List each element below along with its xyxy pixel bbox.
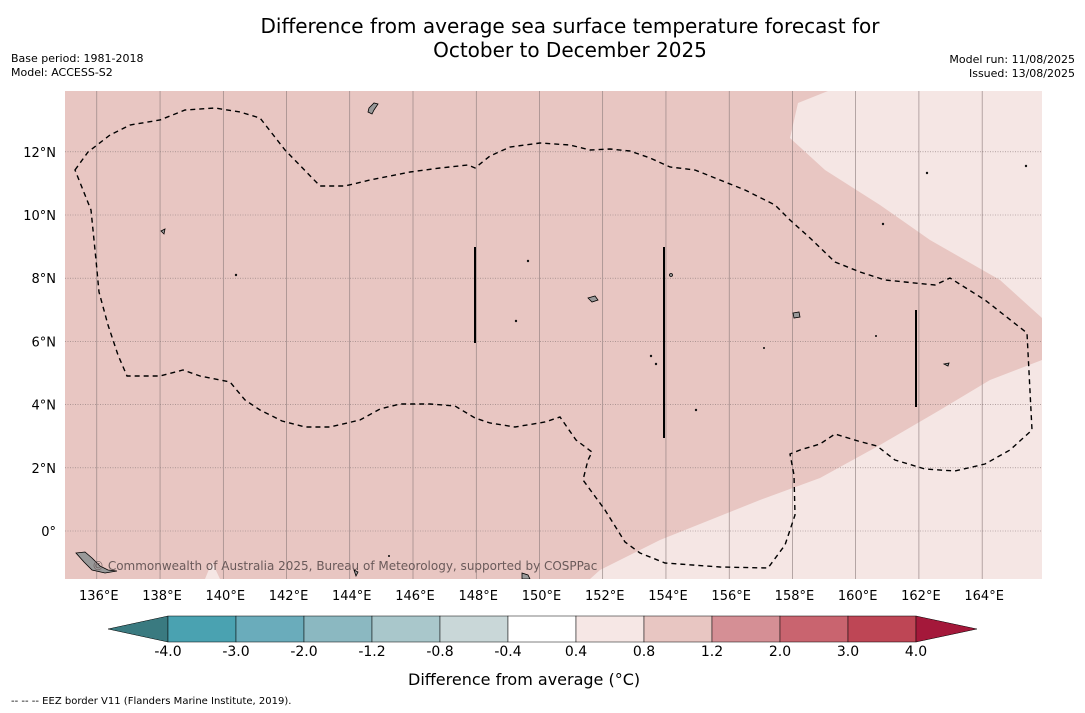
- latitude-labels: 12°N 10°N 8°N 6°N 4°N 2°N 0°: [23, 146, 56, 540]
- model-run: Model run: 11/08/2025: [949, 53, 1075, 66]
- anomaly-field-0.4-0.8-northeast: [790, 91, 1042, 318]
- map-title: Difference from average sea surface temp…: [0, 14, 1085, 62]
- colorbar-bin: [167, 615, 237, 643]
- longitude-label: 156°E: [711, 589, 751, 604]
- longitude-label: 142°E: [269, 589, 309, 604]
- island: [526, 259, 530, 263]
- colorbar-bin: [575, 615, 645, 643]
- longitude-label: 152°E: [585, 589, 625, 604]
- colorbar-bin: [847, 615, 917, 643]
- anomaly-field-0.4-0.8-southwest: [205, 562, 220, 579]
- anomaly-field-0.4-0.8-southeast: [590, 360, 1042, 579]
- meta-right: Model run: 11/08/2025 Issued: 13/08/2025: [949, 53, 1075, 81]
- island: [792, 311, 801, 319]
- meta-left: Base period: 1981-2018 Model: ACCESS-S2: [11, 52, 143, 80]
- island: [875, 334, 878, 337]
- colorbar-tick: 0.4: [564, 644, 588, 660]
- island: [234, 273, 238, 277]
- colorbar-tick: -0.4: [494, 644, 522, 660]
- issued-date: Issued: 13/08/2025: [968, 67, 1075, 80]
- island: [353, 569, 359, 578]
- base-period: Base period: 1981-2018: [11, 52, 144, 65]
- colorbar: [107, 615, 978, 643]
- colorbar-over-arrow: [915, 615, 978, 643]
- colorbar-bin: [507, 615, 577, 643]
- latitude-label: 4°N: [32, 399, 57, 414]
- islands: [75, 102, 1028, 579]
- colorbar-bin: [303, 615, 373, 643]
- island: [1024, 164, 1028, 168]
- island: [942, 362, 950, 367]
- latitude-label: 2°N: [32, 462, 57, 477]
- colorbar-tick: 4.0: [904, 644, 928, 660]
- colorbar-bin: [643, 615, 713, 643]
- colorbar-label: Difference from average (°C): [408, 670, 641, 689]
- island: [881, 222, 885, 226]
- title-line-2: October to December 2025: [433, 38, 707, 62]
- island: [925, 171, 929, 175]
- longitude-label: 150°E: [522, 589, 562, 604]
- island: [669, 273, 673, 277]
- longitude-label: 158°E: [775, 589, 815, 604]
- colorbar-bin: [235, 615, 305, 643]
- longitude-label: 148°E: [458, 589, 498, 604]
- latitude-label: 8°N: [32, 272, 57, 287]
- footer-note: -- -- -- EEZ border V11 (Flanders Marine…: [11, 696, 292, 707]
- island: [387, 555, 390, 558]
- colorbar-tick: -0.8: [426, 644, 454, 660]
- island: [654, 362, 658, 366]
- island: [649, 354, 653, 358]
- island: [587, 295, 599, 303]
- longitude-label: 160°E: [838, 589, 878, 604]
- longitude-label: 162°E: [901, 589, 941, 604]
- longitude-label: 146°E: [395, 589, 435, 604]
- latitude-label: 6°N: [32, 335, 57, 350]
- island: [367, 102, 379, 115]
- colorbar-under-arrow: [107, 615, 169, 643]
- colorbar-tick: -3.0: [222, 644, 250, 660]
- colorbar-tick: -1.2: [358, 644, 386, 660]
- colorbar-tick: 3.0: [836, 644, 860, 660]
- island: [763, 346, 766, 349]
- longitude-label: 140°E: [206, 589, 246, 604]
- longitude-label: 164°E: [964, 589, 1004, 604]
- longitude-label: 136°E: [79, 589, 119, 604]
- island: [160, 228, 166, 235]
- colorbar-tick: -2.0: [290, 644, 318, 660]
- longitude-labels: 136°E 138°E 140°E 142°E 144°E 146°E 148°E 150°E…: [79, 589, 1004, 604]
- island: [75, 551, 118, 574]
- longitude-label: 154°E: [648, 589, 688, 604]
- map-credit: © Commonwealth of Australia 2025, Bureau…: [92, 559, 597, 573]
- latitude-label: 12°N: [23, 146, 56, 161]
- latitude-label: 10°N: [23, 209, 56, 224]
- colorbar-bin: [439, 615, 509, 643]
- colorbar-tick: -4.0: [154, 644, 182, 660]
- island: [514, 319, 518, 323]
- latitude-label: 0°: [41, 525, 56, 540]
- model-name: Model: ACCESS-S2: [11, 66, 113, 79]
- colorbar-tick: 2.0: [768, 644, 792, 660]
- island: [694, 408, 698, 412]
- colorbar-tick: 0.8: [632, 644, 656, 660]
- longitude-label: 138°E: [142, 589, 182, 604]
- colorbar-bin: [779, 615, 849, 643]
- colorbar-tick: 1.2: [700, 644, 724, 660]
- map-gridlines: [65, 91, 1042, 579]
- colorbar-bin: [371, 615, 441, 643]
- title-line-1: Difference from average sea surface temp…: [260, 14, 880, 38]
- colorbar-bin: [711, 615, 781, 643]
- longitude-label: 144°E: [332, 589, 372, 604]
- island: [521, 572, 531, 579]
